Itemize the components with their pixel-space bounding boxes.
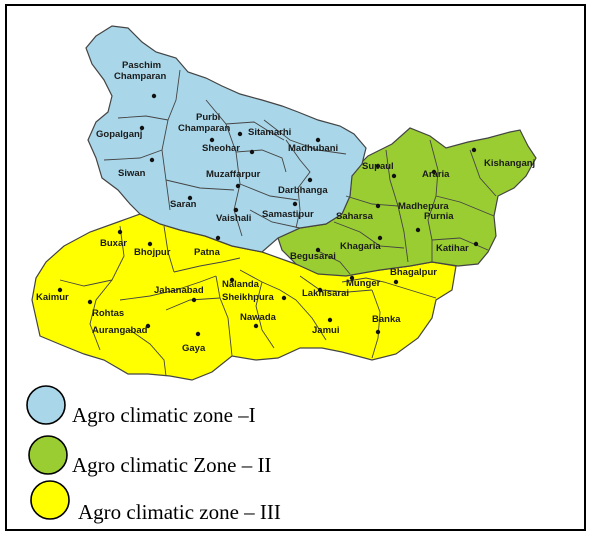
- marker-purbi-champaran: [209, 137, 215, 143]
- label-champaran: Champaran: [114, 71, 166, 82]
- label-katihar: Katihar: [436, 243, 469, 254]
- label-saharsa: Saharsa: [336, 211, 374, 222]
- legend-swatch-zone-3: [30, 480, 70, 520]
- marker-saharsa: [375, 203, 381, 209]
- label-gopalganj: Gopalganj: [96, 129, 142, 140]
- marker-supaul: [375, 163, 381, 169]
- label-paschim: Paschim: [122, 60, 161, 71]
- label-munger: Munger: [346, 278, 381, 289]
- label-aurangabad: Aurangabad: [92, 325, 148, 336]
- marker-munger: [349, 275, 355, 281]
- label-madhepura: Madhepura: [398, 201, 449, 212]
- label-buxar: Buxar: [100, 238, 127, 249]
- label-purbi: Purbi: [196, 112, 220, 123]
- label-nawada: Nawada: [240, 312, 277, 323]
- marker-jahanabad: [191, 297, 197, 303]
- marker-purnia: [415, 227, 421, 233]
- marker-siwan: [149, 157, 155, 163]
- label-sitamarhi: Sitamarhi: [248, 127, 291, 138]
- label-rohtas: Rohtas: [92, 308, 124, 319]
- marker-khagaria: [377, 235, 383, 241]
- label-jamui: Jamui: [312, 325, 339, 336]
- label-kaimur: Kaimur: [36, 292, 69, 303]
- marker-bhojpur: [147, 241, 153, 247]
- label-samastipur: Samastipur: [262, 209, 314, 220]
- label-sheohar: Sheohar: [202, 143, 240, 154]
- label-jahanabad: Jahanabad: [154, 285, 204, 296]
- district-markers: [57, 93, 479, 337]
- marker-begusarai: [315, 247, 321, 253]
- label-darbhanga: Darbhanga: [278, 185, 328, 196]
- label-sheikhpura: Sheikhpura: [222, 292, 274, 303]
- label-nalanda: Nalanda: [222, 279, 260, 290]
- label-khagaria: Khagaria: [340, 241, 381, 252]
- marker-kishanganj: [471, 147, 477, 153]
- marker-vaishali: [233, 207, 239, 213]
- label-siwan: Siwan: [118, 168, 146, 179]
- marker-sheohar: [237, 131, 243, 137]
- marker-katihar: [473, 241, 479, 247]
- zone-1-region: [85, 25, 367, 253]
- marker-gaya: [195, 331, 201, 337]
- marker-aurangabad: [145, 323, 151, 329]
- label-saran: Saran: [170, 199, 197, 210]
- district-labels: Paschim Champaran Purbi Champaran Gopalg…: [36, 60, 535, 354]
- legend: Agro climatic zone –I Agro climatic Zone…: [26, 385, 281, 524]
- legend-label-zone-3: Agro climatic zone – III: [78, 500, 281, 524]
- marker-rohtas: [87, 299, 93, 305]
- marker-samastipur: [292, 201, 298, 207]
- marker-madhepura: [391, 173, 397, 179]
- zone-2-region: [277, 127, 537, 277]
- marker-darbhanga: [307, 177, 313, 183]
- marker-lakhisarai: [317, 287, 323, 293]
- label-muzaffarpur: Muzaffarpur: [206, 169, 261, 180]
- label-bhagalpur: Bhagalpur: [390, 267, 437, 278]
- label-gaya: Gaya: [182, 343, 206, 354]
- district-borders: [59, 69, 497, 377]
- marker-jamui: [327, 317, 333, 323]
- label-bhojpur: Bhojpur: [134, 247, 171, 258]
- marker-muzaffarpur: [235, 183, 241, 189]
- label-vaishali: Vaishali: [216, 213, 251, 224]
- legend-swatch-zone-1: [26, 385, 66, 425]
- marker-kaimur: [57, 287, 63, 293]
- marker-nawada: [253, 323, 259, 329]
- marker-buxar: [117, 229, 123, 235]
- label-begusarai: Begusarai: [290, 251, 336, 262]
- marker-banka: [375, 329, 381, 335]
- legend-label-zone-1: Agro climatic zone –I: [72, 403, 256, 427]
- label-kishanganj: Kishanganj: [484, 158, 535, 169]
- marker-madhubani: [315, 137, 321, 143]
- marker-sheikhpura: [281, 295, 287, 301]
- label-patna: Patna: [194, 247, 221, 258]
- marker-araria: [431, 169, 437, 175]
- label-madhubani: Madhubani: [288, 143, 338, 154]
- legend-label-zone-2: Agro climatic Zone – II: [72, 453, 271, 477]
- label-lakhisarai: Lakhisarai: [302, 288, 349, 299]
- marker-sitamarhi: [249, 149, 255, 155]
- marker-gopalganj: [139, 125, 145, 131]
- marker-saran: [187, 195, 193, 201]
- label-araria: Araria: [422, 169, 450, 180]
- label-purnia: Purnia: [424, 211, 454, 222]
- marker-paschim-champaran: [151, 93, 157, 99]
- label-purbi-champaran: Champaran: [178, 123, 230, 134]
- legend-swatch-zone-2: [28, 435, 68, 475]
- label-banka: Banka: [372, 314, 401, 325]
- label-supaul: Supaul: [362, 161, 394, 172]
- marker-bhagalpur: [393, 279, 399, 285]
- marker-nalanda: [229, 277, 235, 283]
- marker-patna: [215, 235, 221, 241]
